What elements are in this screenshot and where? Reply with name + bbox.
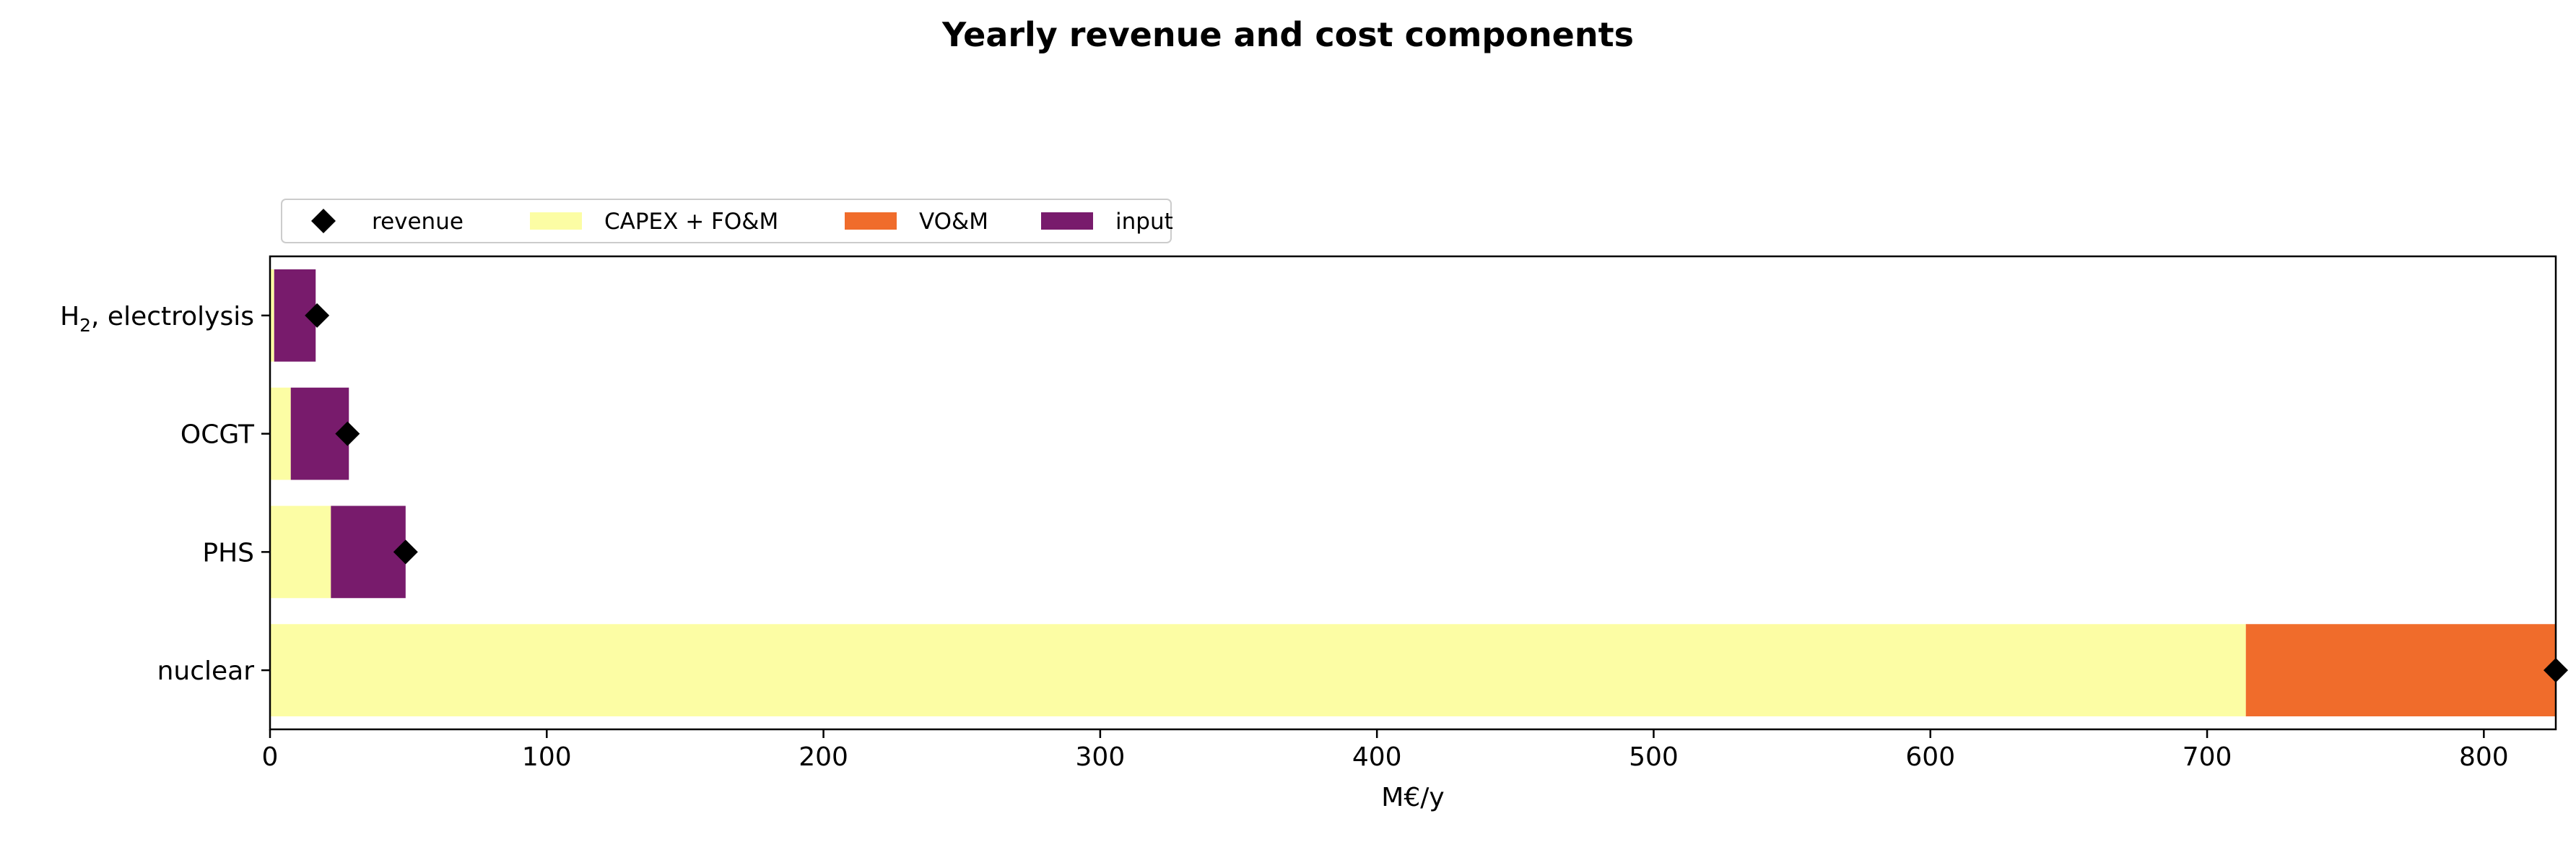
bar-segment-0-0 — [270, 269, 274, 362]
revenue-marker-1 — [335, 421, 360, 446]
x-tick-label-7: 700 — [2183, 742, 2232, 772]
x-axis-label: M€/y — [1381, 783, 1444, 812]
revenue-marker-0 — [305, 303, 330, 328]
y-tick-label-3: nuclear — [157, 656, 255, 686]
x-tick-label-2: 200 — [799, 742, 848, 772]
x-tick-label-4: 400 — [1352, 742, 1402, 772]
legend-swatch-revenue — [311, 209, 336, 233]
chart-title: Yearly revenue and cost components — [941, 15, 1634, 54]
bar-segment-1-3 — [2245, 624, 2556, 716]
y-tick-label-2: PHS — [202, 538, 254, 568]
legend-label-0: revenue — [372, 209, 464, 235]
legend-box — [281, 199, 1172, 243]
x-tick-label-0: 0 — [262, 742, 279, 772]
markers-layer — [305, 303, 2568, 683]
legend-swatch-2 — [845, 212, 897, 230]
x-axis: 0 100 200 300 400 500 600 700 800 — [262, 729, 2509, 772]
legend-label-2: VO&M — [919, 209, 988, 235]
bar-segment-0-3 — [270, 624, 2246, 716]
bar-segment-0-2 — [270, 505, 331, 599]
legend-swatch-3 — [1041, 212, 1093, 230]
y-axis: H2, electrolysis OCGT PHS nuclear — [60, 302, 270, 686]
legend-swatch-1 — [530, 212, 582, 230]
legend: revenue CAPEX + FO&M VO&M input — [281, 199, 1173, 243]
plot-frame — [269, 255, 2557, 731]
x-tick-label-6: 600 — [1905, 742, 1955, 772]
x-tick-label-3: 300 — [1076, 742, 1126, 772]
legend-label-1: CAPEX + FO&M — [604, 209, 778, 235]
bar-segment-0-1 — [270, 387, 291, 480]
y-tick-label-1: OCGT — [180, 420, 255, 450]
revenue-marker-2 — [393, 539, 418, 565]
y-tick-label-0: H2, electrolysis — [60, 302, 254, 336]
x-tick-label-5: 500 — [1629, 742, 1679, 772]
x-tick-label-8: 800 — [2459, 742, 2509, 772]
x-tick-label-1: 100 — [522, 742, 572, 772]
legend-label-3: input — [1115, 209, 1173, 235]
bars-layer — [270, 269, 2556, 716]
bar-segment-2-2 — [331, 505, 406, 599]
